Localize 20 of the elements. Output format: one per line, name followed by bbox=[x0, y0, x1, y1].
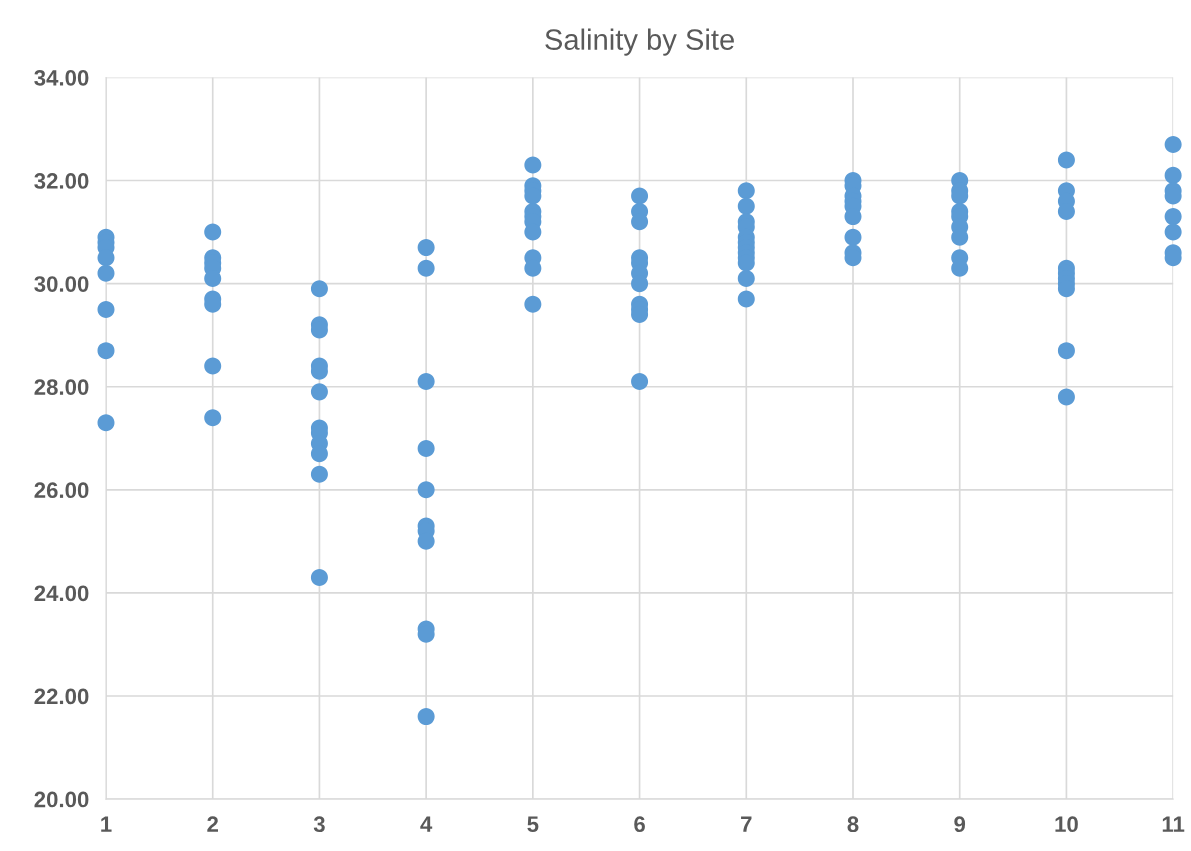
x-tick-label: 5 bbox=[527, 816, 539, 833]
chart-title: Salinity by Site bbox=[545, 28, 734, 56]
y-tick-label: 24.00 bbox=[34, 585, 89, 602]
x-tick-label: 11 bbox=[1162, 816, 1185, 832]
y-tick-label: 26.00 bbox=[34, 482, 89, 499]
x-tick-label: 4 bbox=[420, 816, 433, 832]
x-tick-label: 7 bbox=[741, 816, 752, 832]
y-tick-label: 32.00 bbox=[34, 173, 89, 189]
y-tick-label: 20.00 bbox=[34, 791, 89, 808]
x-tick-label: 1 bbox=[101, 816, 112, 832]
x-tick-label: 3 bbox=[313, 816, 325, 833]
x-tick-label: 8 bbox=[847, 816, 859, 833]
x-tick-label: 10 bbox=[1055, 816, 1078, 833]
x-tick-label: 2 bbox=[207, 816, 218, 832]
x-tick-label: 9 bbox=[954, 816, 966, 833]
y-tick-label: 34.00 bbox=[34, 69, 89, 86]
x-tick-label: 6 bbox=[634, 816, 645, 833]
y-tick-label: 28.00 bbox=[34, 379, 89, 395]
y-tick-label: 22.00 bbox=[34, 688, 89, 705]
y-tick-label: 30.00 bbox=[34, 276, 89, 292]
